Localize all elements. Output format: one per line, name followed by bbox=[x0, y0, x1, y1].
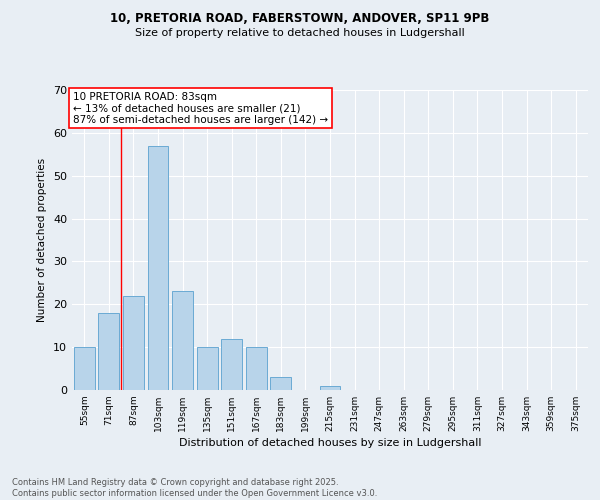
Bar bbox=[197, 347, 218, 390]
Bar bbox=[148, 146, 169, 390]
Y-axis label: Number of detached properties: Number of detached properties bbox=[37, 158, 47, 322]
Bar bbox=[221, 338, 242, 390]
Text: 10, PRETORIA ROAD, FABERSTOWN, ANDOVER, SP11 9PB: 10, PRETORIA ROAD, FABERSTOWN, ANDOVER, … bbox=[110, 12, 490, 26]
Bar bbox=[271, 377, 292, 390]
Bar bbox=[320, 386, 340, 390]
Text: Contains HM Land Registry data © Crown copyright and database right 2025.
Contai: Contains HM Land Registry data © Crown c… bbox=[12, 478, 377, 498]
Bar bbox=[172, 292, 193, 390]
Bar bbox=[98, 313, 119, 390]
Text: 10 PRETORIA ROAD: 83sqm
← 13% of detached houses are smaller (21)
87% of semi-de: 10 PRETORIA ROAD: 83sqm ← 13% of detache… bbox=[73, 92, 328, 124]
X-axis label: Distribution of detached houses by size in Ludgershall: Distribution of detached houses by size … bbox=[179, 438, 481, 448]
Text: Size of property relative to detached houses in Ludgershall: Size of property relative to detached ho… bbox=[135, 28, 465, 38]
Bar bbox=[246, 347, 267, 390]
Bar bbox=[123, 296, 144, 390]
Bar bbox=[74, 347, 95, 390]
